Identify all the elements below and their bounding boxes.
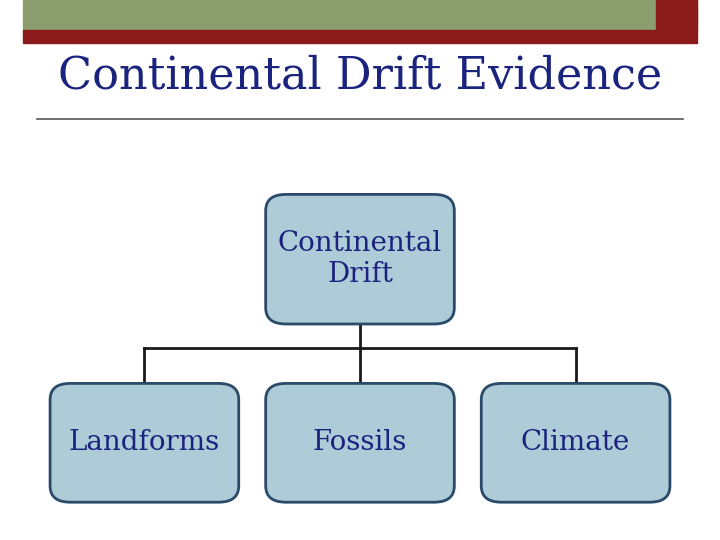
- Text: Climate: Climate: [521, 429, 630, 456]
- FancyBboxPatch shape: [481, 383, 670, 502]
- Text: Fossils: Fossils: [312, 429, 408, 456]
- Text: Landforms: Landforms: [69, 429, 220, 456]
- FancyBboxPatch shape: [266, 194, 454, 324]
- Bar: [23, 30, 697, 43]
- Text: Continental Drift Evidence: Continental Drift Evidence: [58, 54, 662, 97]
- Bar: [23, 0, 697, 30]
- Text: Continental
Drift: Continental Drift: [278, 230, 442, 288]
- Bar: [657, 0, 697, 30]
- FancyBboxPatch shape: [50, 383, 239, 502]
- FancyBboxPatch shape: [266, 383, 454, 502]
